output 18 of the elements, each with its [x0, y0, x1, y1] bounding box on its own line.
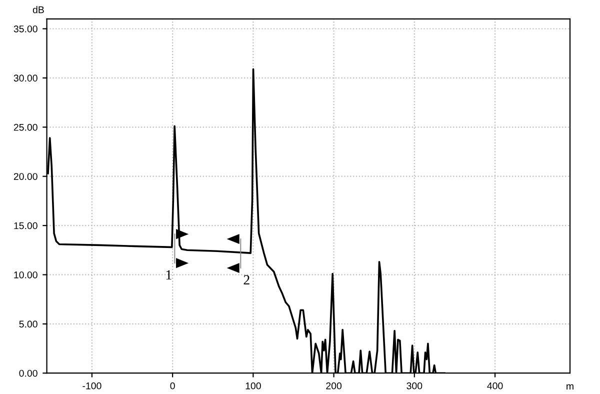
y-tick-label: 0.00	[19, 370, 38, 377]
annotation: 2	[244, 275, 250, 284]
x-tick-label: 400	[487, 382, 503, 390]
y-tick-label: 30.00	[14, 74, 38, 82]
y-tick-label: 5.00	[19, 320, 38, 328]
x-tick-label: 300	[406, 382, 422, 390]
y-tick-label: 25.00	[14, 124, 38, 131]
y-tick-label: 15.00	[14, 222, 38, 230]
x-axis-title: m	[566, 384, 574, 390]
y-tick-label: 20.00	[14, 173, 38, 180]
x-tick-label: 100	[246, 382, 261, 390]
x-tick-label: -100	[82, 382, 102, 390]
y-axis-title: dB	[32, 6, 44, 14]
x-tick-label: 0	[170, 382, 175, 390]
x-tick-label: 200	[326, 382, 342, 390]
y-tick-label: 10.00	[14, 271, 38, 278]
annotation: 1	[166, 270, 172, 280]
y-tick-label: 35.00	[14, 25, 38, 32]
